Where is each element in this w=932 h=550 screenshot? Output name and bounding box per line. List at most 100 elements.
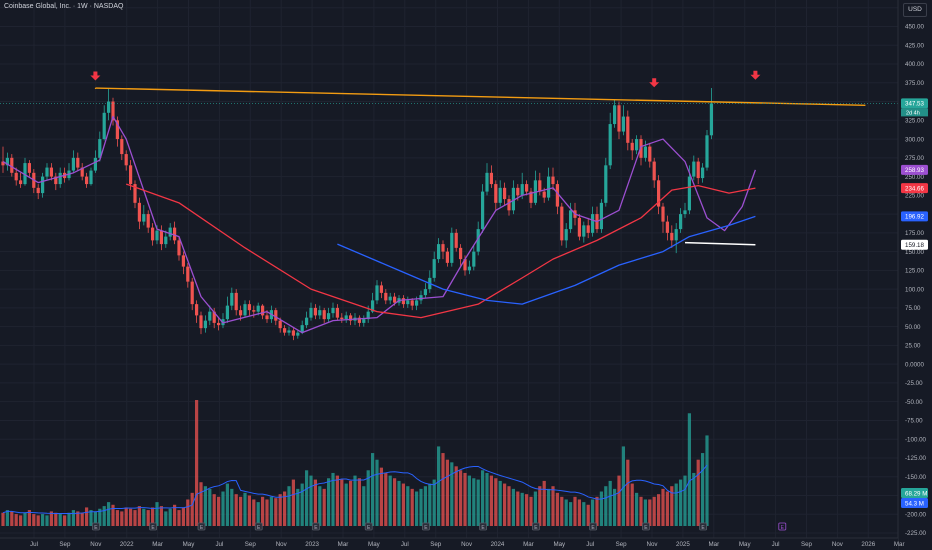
candle-body: [151, 227, 155, 241]
volume-bar: [621, 446, 625, 526]
volume-bar: [547, 488, 551, 526]
candle-body: [107, 101, 111, 113]
ma-line-purple: [2, 115, 757, 334]
candle-body: [225, 305, 229, 320]
candle-body: [252, 310, 256, 312]
volume-bar: [415, 491, 419, 526]
time-tick-label: Sep: [430, 541, 442, 548]
price-axis-background: [898, 0, 932, 550]
time-tick-label: May: [739, 541, 752, 548]
volume-bar: [208, 488, 212, 526]
price-tick-label: -25.00: [905, 380, 923, 387]
volume-bar: [371, 453, 375, 526]
currency-button[interactable]: USD: [903, 3, 927, 17]
volume-bar: [23, 512, 27, 526]
chart-title: Coinbase Global, Inc. · 1W · NASDAQ: [4, 3, 124, 10]
earnings-marker-label: E: [424, 525, 428, 531]
volume-bar: [287, 486, 291, 526]
candle-body: [621, 116, 625, 132]
candle-body: [291, 330, 295, 336]
volume-bar: [173, 504, 177, 526]
candle-body: [142, 214, 146, 222]
candle-body: [599, 202, 603, 230]
candle-body: [692, 161, 696, 177]
resistance-trendline: [95, 87, 866, 106]
volume-bar: [494, 478, 498, 526]
candle-body: [687, 176, 691, 211]
candle-body: [327, 313, 331, 320]
support-line: [684, 241, 756, 246]
candle-body: [71, 157, 75, 171]
volume-bar: [102, 506, 106, 526]
earnings-marker-label: E: [534, 525, 538, 531]
volume-bar: [520, 492, 524, 526]
price-label-text: 347.53: [905, 101, 924, 108]
volume-bar: [705, 435, 709, 526]
candle-body: [344, 315, 348, 320]
volume-bar: [45, 515, 49, 526]
volume-bar: [203, 486, 207, 526]
earnings-marker: [642, 522, 650, 531]
volume-bar: [375, 459, 379, 526]
candle-body: [23, 163, 27, 185]
volume-bar: [14, 514, 18, 526]
volume-bar: [199, 482, 203, 526]
time-tick-label: Sep: [59, 541, 71, 548]
earnings-marker-label: E: [94, 525, 98, 531]
volume-bar: [67, 512, 71, 526]
candle-body: [503, 187, 507, 200]
earnings-marker: [149, 522, 158, 531]
volume-bar: [393, 478, 397, 526]
volume-bar: [146, 510, 150, 526]
candle-body: [331, 307, 335, 314]
candle-body: [459, 247, 463, 260]
volume-bar: [555, 492, 559, 526]
candle-body: [393, 296, 397, 303]
price-axis: 475.00450.00425.00400.00375.00350.00325.…: [897, 0, 932, 550]
candle-body: [525, 184, 529, 192]
price-tick-label: 100.00: [905, 286, 924, 293]
volume-bar: [247, 495, 251, 526]
candle-body: [49, 167, 53, 177]
volume-bar: [525, 494, 529, 526]
price-label-text: 159.18: [905, 242, 924, 249]
volume-bar: [357, 478, 361, 526]
candle-body: [463, 259, 467, 271]
candle-body: [274, 310, 278, 321]
candle-body: [476, 229, 480, 252]
time-tick-label: Nov: [276, 541, 288, 548]
candle-body: [388, 296, 392, 301]
ma-line-red: [125, 183, 756, 319]
volume-bar: [177, 510, 181, 526]
candle-body: [93, 157, 97, 171]
volume-bar: [164, 511, 168, 526]
candle-body: [450, 232, 454, 263]
volume-bar: [10, 511, 14, 526]
candle-body: [362, 319, 366, 323]
volume-bar: [5, 510, 9, 526]
volume-bar: [283, 491, 287, 526]
candle-body: [256, 305, 260, 312]
candle-body: [111, 101, 115, 121]
volume-bar: [225, 483, 229, 526]
volume-bar: [472, 478, 476, 526]
volume-bar: [507, 486, 511, 526]
volume-bar: [49, 511, 53, 526]
candle-body: [322, 310, 326, 320]
volume-bar: [93, 511, 97, 526]
candle-body: [181, 255, 185, 267]
candle-body: [10, 157, 14, 173]
volume-bar: [630, 483, 634, 526]
volume-bar: [159, 506, 163, 526]
candle-body: [670, 232, 674, 241]
candles: [1, 88, 713, 341]
volume-bar: [604, 486, 608, 526]
candle-body: [190, 281, 194, 305]
volume-bar: [291, 479, 295, 526]
volume-bar: [516, 491, 520, 526]
candle-body: [489, 172, 493, 185]
price-tick-label: 325.00: [905, 118, 924, 125]
volume-bar: [274, 498, 278, 526]
volume-bar: [1, 512, 5, 526]
